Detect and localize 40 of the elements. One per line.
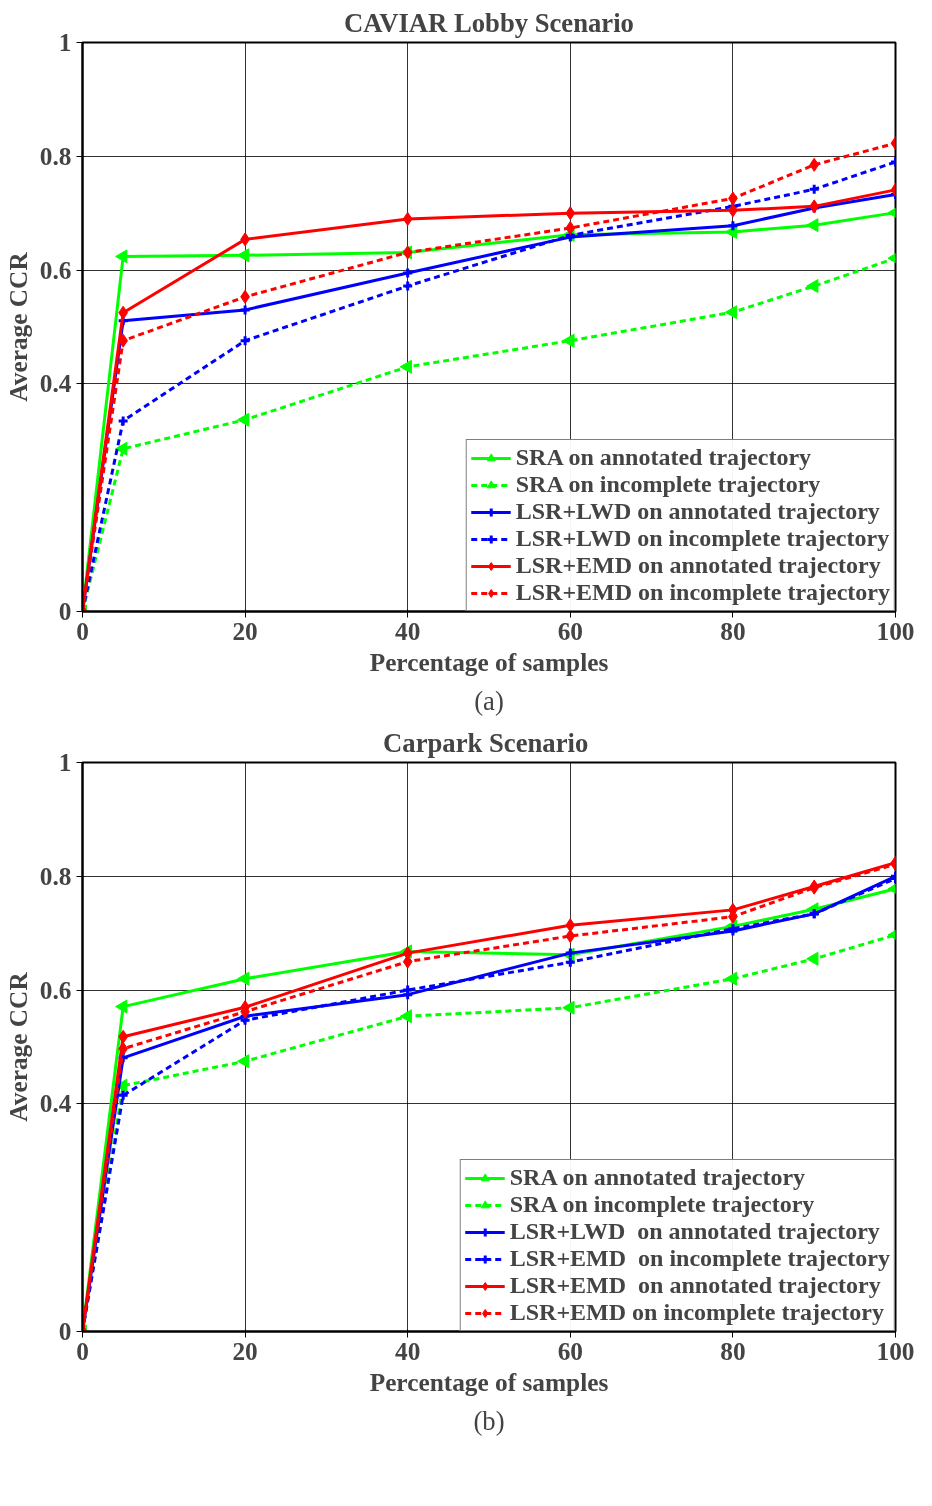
y-tick-label: 0.8 [39,861,72,890]
chart-title: CAVIAR Lobby Scenario [344,7,634,38]
x-tick-label: 40 [395,616,421,645]
x-tick-label: 80 [720,1336,746,1365]
legend-label: LSR+EMD on incomplete trajectory [515,579,890,606]
legend-label: SRA on incomplete trajectory [509,1191,815,1218]
chart-title: Carpark Scenario [383,727,589,758]
legend-label: SRA on incomplete trajectory [515,471,821,498]
legend-label: LSR+EMD on incomplete trajectory [509,1299,884,1326]
legend-label: LSR+EMD on incomplete trajectory [509,1245,890,1272]
x-tick-label: 100 [876,616,915,645]
y-tick-label: 1 [58,748,72,776]
y-tick-label: 0 [58,1317,72,1345]
y-tick-label: 0.6 [39,255,72,284]
x-tick-label: 20 [232,1336,258,1365]
legend-label: LSR+LWD on annotated trajectory [515,498,880,525]
y-tick-label: 0.6 [39,975,72,1004]
y-tick-label: 0 [58,597,72,625]
x-tick-label: 60 [557,616,583,645]
y-tick-label: 0.4 [39,1089,72,1118]
y-axis-title: Average CCR [3,251,32,402]
y-tick-label: 1 [58,28,72,56]
x-axis-title: Percentage of samples [369,647,609,676]
x-tick-label: 80 [720,616,746,645]
legend-label: LSR+EMD on annotated trajectory [515,552,881,579]
y-axis-title: Average CCR [3,971,32,1122]
legend-label: LSR+LWD on annotated trajectory [509,1218,880,1245]
text: (b) [473,1405,505,1436]
x-tick-label: 40 [395,1336,421,1365]
x-axis-title: Percentage of samples [369,1367,609,1396]
legend-label: LSR+LWD on incomplete trajectory [515,525,890,552]
y-tick-label: 0.4 [39,369,72,398]
y-tick-label: 0.8 [39,141,72,170]
text: (a) [474,685,504,716]
x-tick-label: 100 [876,1336,915,1365]
legend-label: SRA on annotated trajectory [509,1164,806,1191]
legend-label: LSR+EMD on annotated trajectory [509,1272,881,1299]
x-tick-label: 60 [557,1336,583,1365]
x-tick-label: 20 [232,616,258,645]
legend-label: SRA on annotated trajectory [515,444,812,471]
